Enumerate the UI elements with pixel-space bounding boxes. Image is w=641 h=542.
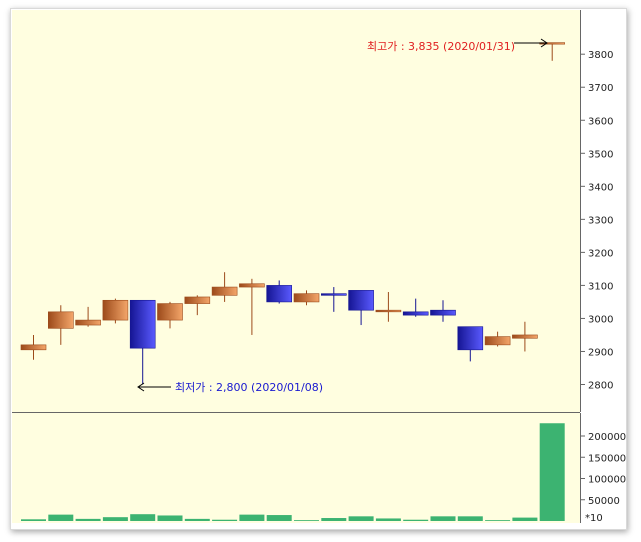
volume-bar xyxy=(102,517,128,521)
volume-bar xyxy=(457,516,483,521)
price-tick-label: 3200 xyxy=(588,248,613,259)
candle-body xyxy=(402,311,429,316)
candle-body xyxy=(512,334,538,339)
price-tick-label: 3300 xyxy=(588,215,613,226)
candle-body xyxy=(157,303,183,321)
price-tick-label: 3400 xyxy=(588,182,613,193)
candle-body xyxy=(47,311,74,329)
candle-body xyxy=(102,299,129,321)
chart-window: 2800 2900 3000 3100 3200 3300 3400 3500 3600 3700… xyxy=(10,8,627,530)
candle-body xyxy=(184,296,211,304)
high-annotation: 최고가 : 3,835 (2020/01/31) xyxy=(367,38,548,53)
volume-bar xyxy=(239,514,265,521)
candle-body xyxy=(211,286,238,296)
volume-axis: 200000 150000 100000 50000 xyxy=(580,432,626,507)
volume-panel xyxy=(12,413,580,523)
low-annotation: 최저가 : 2,800 (2020/01/08) xyxy=(137,381,323,394)
volume-bar xyxy=(157,515,183,521)
volume-bar xyxy=(485,520,511,521)
volume-bar xyxy=(403,519,429,521)
volume-tick-label: 150000 xyxy=(588,453,626,464)
candle-body xyxy=(457,326,484,351)
volume-unit-label: *10 xyxy=(585,513,603,524)
price-tick-label: 3000 xyxy=(588,314,613,325)
volume-bar xyxy=(48,514,74,521)
volume-bar xyxy=(512,517,538,521)
volume-tick-label: 200000 xyxy=(588,432,626,443)
candle-body xyxy=(239,283,265,288)
volume-bar xyxy=(75,518,101,521)
candle-body xyxy=(129,299,156,349)
volume-bar xyxy=(130,514,156,521)
volume-bar xyxy=(348,516,374,521)
candle-body xyxy=(293,293,320,303)
price-tick-label: 3800 xyxy=(588,50,613,61)
candle-body xyxy=(75,319,101,326)
candlestick-chart: 2800 2900 3000 3100 3200 3300 3400 3500 3600 3700… xyxy=(12,10,626,524)
volume-bar xyxy=(212,519,238,521)
volume-tick-label: 100000 xyxy=(588,475,626,486)
price-tick-label: 3700 xyxy=(588,83,613,94)
volume-bar xyxy=(184,518,210,521)
low-annotation-label: 최저가 : 2,800 (2020/01/08) xyxy=(175,381,323,394)
price-tick-label: 2800 xyxy=(588,381,613,392)
price-tick-label: 3600 xyxy=(588,116,613,127)
candle-body xyxy=(320,293,347,296)
price-panel xyxy=(12,10,580,412)
price-tick-label: 2900 xyxy=(588,347,613,358)
high-arrow-head xyxy=(540,38,548,48)
volume-bar xyxy=(21,519,46,521)
candle-body xyxy=(484,336,511,346)
candle-body xyxy=(375,309,402,313)
candle-body xyxy=(430,309,456,316)
price-axis: 2800 2900 3000 3100 3200 3300 3400 3500 3600 3700… xyxy=(580,50,613,392)
volume-bar xyxy=(294,520,319,521)
high-annotation-label: 최고가 : 3,835 (2020/01/31) xyxy=(367,40,515,53)
volume-bar xyxy=(430,516,456,521)
volume-bar xyxy=(539,423,565,521)
candle-body xyxy=(20,344,47,351)
price-tick-label: 3100 xyxy=(588,281,613,292)
volume-bar xyxy=(375,518,401,521)
volume-bar xyxy=(266,515,292,521)
candle-body xyxy=(348,290,374,311)
volume-bar xyxy=(321,518,347,521)
candles xyxy=(20,42,566,385)
volume-tick-label: 50000 xyxy=(588,496,620,507)
candle-body xyxy=(266,285,292,303)
price-tick-label: 3500 xyxy=(588,149,613,160)
low-arrow-head xyxy=(137,382,145,392)
volume-bars xyxy=(21,423,565,521)
